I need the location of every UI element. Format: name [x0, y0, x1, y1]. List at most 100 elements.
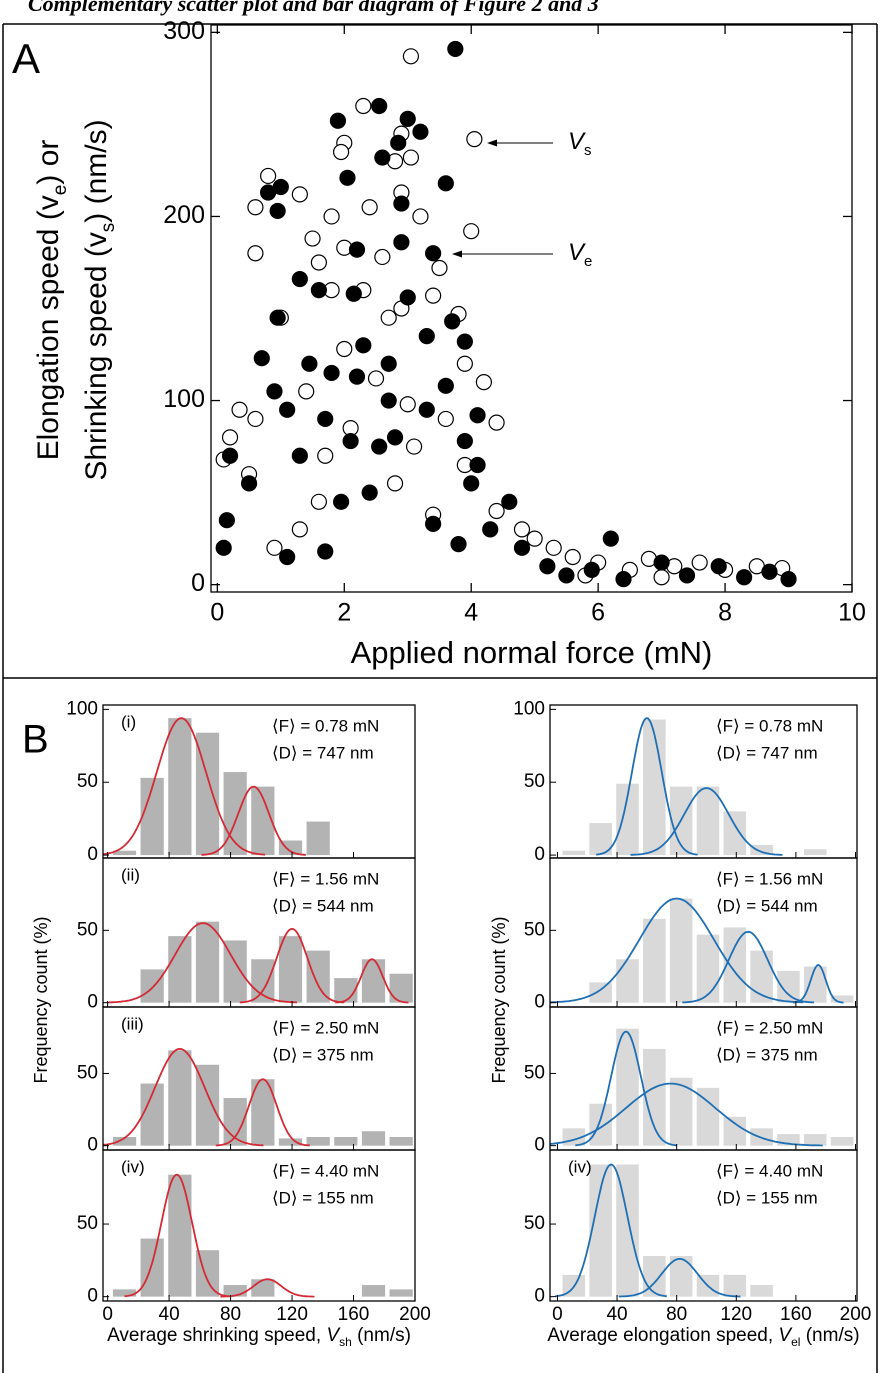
data-point: [355, 337, 372, 354]
stat-text: ⟨D⟩ = 747 nm: [716, 743, 818, 762]
data-point: [339, 169, 356, 186]
data-point: [215, 539, 232, 556]
data-point: [279, 401, 296, 418]
data-point: [482, 521, 499, 538]
stat-text: ⟨D⟩ = 747 nm: [272, 743, 374, 762]
annotation: Vs: [568, 128, 592, 159]
panel-border: [2, 23, 878, 1373]
y-tick-label: 200: [163, 201, 205, 229]
data-point: [653, 569, 670, 586]
data-point: [298, 383, 315, 400]
fit-curve: [102, 717, 266, 856]
label-part: Average shrinking speed,: [107, 1325, 326, 1346]
data-point: [333, 143, 350, 161]
data-point: [247, 199, 264, 216]
data-point: [291, 270, 308, 288]
x-tick-label: 80: [666, 1304, 687, 1325]
label-part: V: [778, 1325, 793, 1346]
fit-curve: [108, 922, 298, 1004]
data-point: [469, 407, 486, 424]
fit-curve: [555, 1163, 667, 1298]
data-point: [456, 355, 473, 372]
y-tick-label: 50: [524, 771, 545, 792]
stat-text: ⟨F⟩ = 4.40 mN: [272, 1161, 379, 1180]
histogram-bar: [112, 1289, 137, 1297]
data-point: [367, 370, 385, 387]
histogram-bar: [168, 1174, 192, 1297]
annotation-arrowhead: [487, 139, 497, 147]
data-point: [260, 184, 277, 201]
histogram-bar: [140, 777, 164, 856]
histogram-bar: [195, 1064, 220, 1146]
y-tick-label: 0: [87, 1135, 98, 1156]
data-point: [371, 97, 388, 115]
label-part: sh: [339, 1335, 352, 1349]
histogram-bar: [389, 1137, 413, 1146]
data-point: [380, 355, 397, 372]
y-tick-label: 0: [87, 844, 98, 865]
x-tick-label: 2: [337, 599, 351, 627]
stat-text: ⟨F⟩ = 4.40 mN: [716, 1161, 823, 1180]
stat-text: ⟨F⟩ = 0.78 mN: [716, 716, 823, 735]
data-point: [317, 410, 334, 428]
label-part: (nm/s): [800, 1325, 859, 1346]
y-tick-label: 0: [534, 844, 545, 865]
data-point: [425, 287, 442, 304]
label-part: Applied normal force (mN): [351, 635, 713, 670]
histogram-bar: [830, 995, 854, 1003]
label-part: e: [50, 185, 71, 196]
label-part: Shrinking speed (v: [80, 232, 113, 480]
data-point: [412, 123, 429, 140]
y-axis-label: Frequency count (%): [489, 916, 509, 1083]
x-axis-label: Average elongation speed, Vel (nm/s): [547, 1325, 859, 1349]
label-part: Average elongation speed,: [547, 1325, 778, 1346]
label-part: V: [568, 128, 586, 155]
panel-sublabel: (iv): [121, 1157, 145, 1176]
data-point: [418, 328, 435, 345]
y-tick-label: 50: [77, 771, 98, 792]
histogram-bar: [278, 936, 303, 1003]
plot-frame: [102, 1149, 416, 1302]
data-point: [317, 447, 334, 464]
histogram-bar: [589, 1103, 612, 1146]
label-part: ) (nm/s): [80, 119, 113, 222]
data-point: [240, 475, 258, 492]
stat-text: ⟨D⟩ = 155 nm: [716, 1188, 818, 1207]
data-point: [247, 410, 264, 428]
data-point: [310, 254, 327, 271]
data-point: [653, 554, 670, 571]
data-point: [583, 561, 600, 579]
data-point: [355, 97, 372, 115]
data-point: [247, 245, 264, 262]
histogram-bar: [140, 969, 164, 1003]
fit-curve: [618, 1257, 741, 1298]
fit-curve: [575, 1030, 677, 1147]
histogram-bar: [830, 1137, 854, 1146]
data-point: [390, 134, 407, 151]
data-point: [402, 48, 420, 65]
data-point: [260, 167, 277, 185]
data-point: [386, 475, 404, 492]
x-tick-label: 0: [102, 1304, 113, 1325]
x-tick-label: 40: [159, 1304, 180, 1325]
data-point: [466, 131, 483, 148]
data-point: [437, 175, 454, 192]
label-part: V: [326, 1325, 341, 1346]
data-point: [475, 374, 493, 391]
data-point: [221, 447, 239, 464]
histogram-bar: [669, 1077, 693, 1146]
data-point: [488, 414, 505, 431]
data-point: [513, 539, 531, 556]
data-point: [348, 368, 366, 385]
histogram-bar: [195, 921, 220, 1003]
fit-curve: [549, 1082, 823, 1147]
histogram-bar: [251, 1279, 275, 1297]
histogram-bar: [306, 821, 330, 856]
label-part: (nm/s): [352, 1325, 411, 1346]
y-tick-label: 0: [534, 992, 545, 1013]
y-axis-label: Shrinking speed (vs) (nm/s): [80, 119, 119, 480]
histogram-bar: [223, 940, 247, 1003]
data-point: [310, 281, 327, 299]
histogram-bar: [251, 786, 275, 856]
y-axis-label: Elongation speed (ve) or: [32, 140, 71, 461]
